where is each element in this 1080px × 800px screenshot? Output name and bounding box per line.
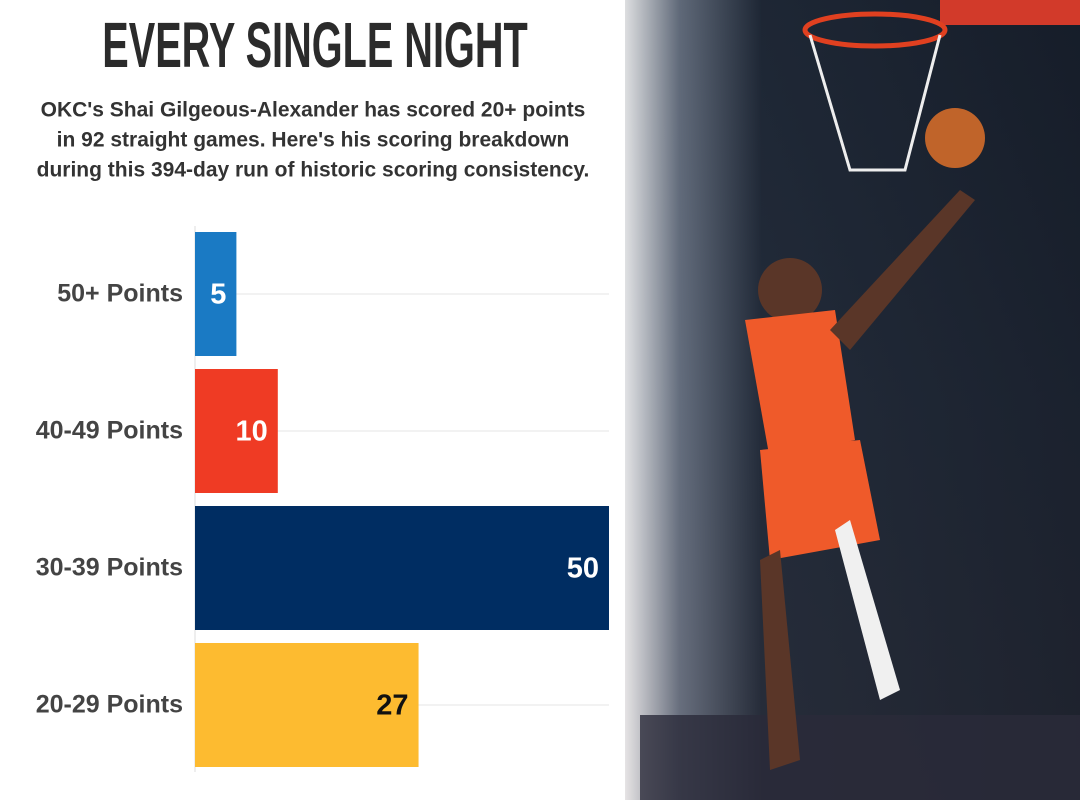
subtitle: in 92 straight games. Here's his scoring… — [57, 129, 570, 152]
bar — [195, 506, 609, 630]
subtitle: during this 394-day run of historic scor… — [37, 159, 590, 182]
subtitle: OKC's Shai Gilgeous-Alexander has scored… — [41, 99, 586, 122]
bar — [195, 369, 278, 493]
bar — [195, 232, 237, 356]
value-label: 50 — [567, 553, 599, 585]
chart-title: EVERY SINGLE NIGHT — [102, 10, 527, 81]
y-tick-label: 50+ Points — [57, 280, 183, 308]
photo — [625, 0, 1080, 800]
y-tick-label: 30-39 Points — [36, 554, 183, 582]
y-tick-label: 20-29 Points — [36, 691, 183, 719]
value-label: 10 — [236, 416, 268, 448]
y-tick-label: 40-49 Points — [36, 417, 183, 445]
value-label: 5 — [210, 279, 226, 311]
bar — [195, 643, 419, 767]
value-label: 27 — [376, 690, 408, 722]
